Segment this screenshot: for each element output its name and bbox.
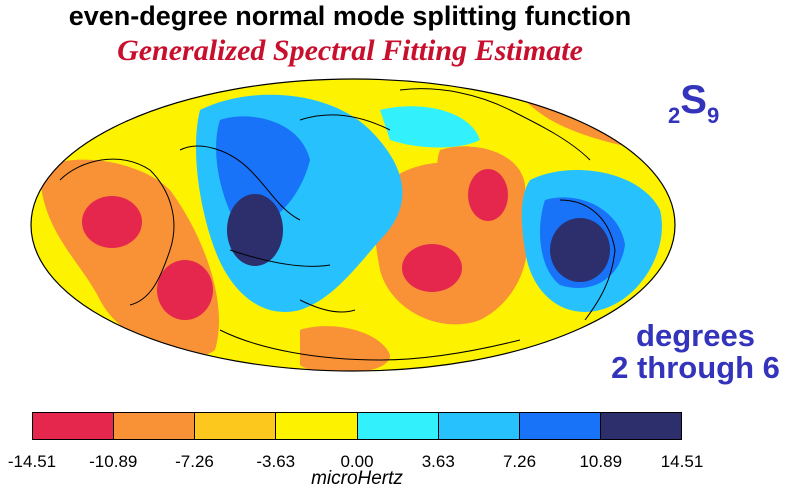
- mode-prefix: 2: [668, 103, 681, 128]
- title: even-degree normal mode splitting functi…: [68, 1, 632, 31]
- field-minimum: [82, 196, 142, 248]
- colorbar-tick-label: 14.51: [660, 452, 704, 471]
- colorbar-tick-label: -3.63: [256, 452, 296, 471]
- colorbar-tick-label: 10.89: [579, 452, 623, 471]
- colorbar-swatch: [600, 413, 681, 439]
- colorbar-tick-label: -14.51: [7, 452, 57, 471]
- colorbar-tick-label: -7.26: [175, 452, 214, 471]
- field-minimum: [468, 169, 508, 221]
- colorbar-swatch: [33, 413, 115, 439]
- field-negative-region: [300, 326, 391, 371]
- colorbar-tick-label: -10.89: [89, 452, 138, 471]
- colorbar-swatch: [114, 413, 196, 439]
- colorbar-tick-label: 3.63: [421, 452, 455, 471]
- map-outline: [30, 78, 676, 372]
- degrees-line1: degrees: [636, 318, 755, 353]
- colorbar-swatch: [195, 413, 277, 439]
- degrees-line2: 2 through 6: [611, 350, 780, 385]
- colorbar: [32, 412, 682, 440]
- field-maximum: [227, 194, 283, 266]
- field-positive-region: [380, 106, 480, 148]
- colorbar-swatch: [276, 413, 358, 439]
- mode-letter: S: [680, 78, 707, 122]
- mode-label: 2S9: [668, 78, 719, 129]
- colorbar-unit: microHertz: [311, 468, 403, 489]
- field-maximum: [550, 218, 610, 282]
- coastlines: [59, 88, 616, 361]
- field-minimum: [402, 244, 462, 292]
- colorbar-swatch: [357, 413, 439, 439]
- mode-subscript: 9: [706, 103, 720, 128]
- colorbar-tick-label: 7.26: [502, 452, 537, 471]
- colorbar-swatch: [519, 413, 601, 439]
- subtitle: Generalized Spectral Fitting Estimate: [117, 34, 583, 67]
- field-minimum: [157, 260, 213, 320]
- colorbar-swatch: [438, 413, 520, 439]
- colorbar-tick-label: 0.00: [340, 452, 374, 471]
- map-field: [31, 79, 675, 371]
- colorbar-ticks: -14.51 -10.89 -7.26 -3.63 0.00 3.63 7.26 10.89 1…: [0, 452, 791, 474]
- degrees-label: degrees 2 through 6: [600, 320, 791, 384]
